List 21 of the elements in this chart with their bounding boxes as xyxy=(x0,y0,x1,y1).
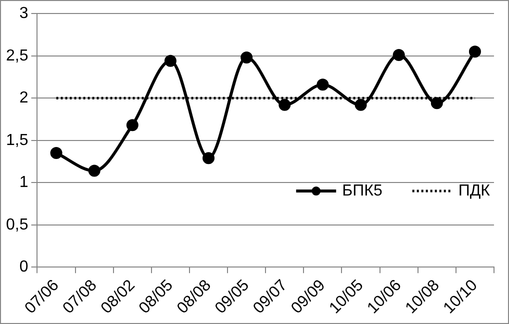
y-tick-label: 1 xyxy=(19,174,28,192)
legend-label: БПК5 xyxy=(342,182,382,200)
point xyxy=(240,52,253,64)
y-tick-label: 0,5 xyxy=(6,216,28,234)
y-tick-label: 0 xyxy=(19,258,28,276)
point xyxy=(316,78,329,91)
y-tick-label: 3 xyxy=(19,5,28,22)
point xyxy=(468,46,481,58)
point xyxy=(354,98,367,111)
point xyxy=(88,164,100,177)
point xyxy=(50,147,62,160)
point xyxy=(278,98,291,111)
y-tick-label: 2,5 xyxy=(6,47,28,64)
y-tick-label: 1,5 xyxy=(6,132,28,149)
point xyxy=(430,97,443,110)
point xyxy=(126,119,138,132)
point xyxy=(392,49,405,62)
point xyxy=(202,152,215,164)
point xyxy=(164,54,176,67)
y-tick-label: 2 xyxy=(19,90,28,107)
legend-label: ПДК xyxy=(458,182,491,200)
